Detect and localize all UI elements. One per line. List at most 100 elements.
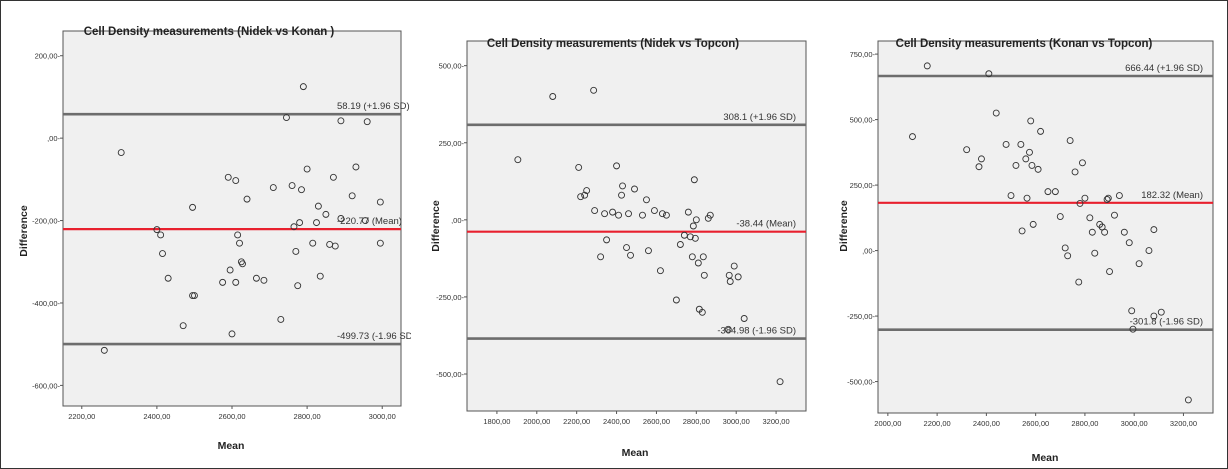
data-point: [1129, 325, 1137, 333]
data-point: [650, 207, 658, 215]
y-tick-label: -200,00-: [32, 217, 60, 226]
data-point: [1111, 211, 1118, 219]
data-point: [1106, 268, 1113, 275]
x-tick-label: 2400,00: [143, 412, 170, 421]
data-point: [189, 203, 197, 211]
data-point: [1061, 244, 1069, 252]
x-tick-label: 2000,00: [874, 419, 901, 428]
x-tick-label: 2200,00: [68, 412, 95, 421]
y-tick-label: 250,00-: [850, 181, 876, 190]
data-point: [299, 83, 307, 91]
data-point: [1064, 252, 1072, 260]
data-point: [1066, 137, 1074, 144]
y-tick-label: 500,00-: [850, 116, 876, 125]
upper-limit-label: 308.1 (+1.96 SD): [723, 112, 796, 123]
lower-limit-label: -384.98 (-1.96 SD): [717, 326, 796, 337]
data-point: [232, 278, 240, 286]
data-point: [1028, 161, 1036, 169]
data-point: [309, 239, 317, 247]
chart-nidek-vs-topcon: Cell Density measurements (Nidek vs Topc…: [430, 38, 807, 459]
data-point: [700, 271, 708, 279]
x-tick-label: 2200,00: [563, 417, 590, 426]
chart-nidek-vs-konan: Cell Density measurements (Nidek vs Kona…: [18, 26, 411, 452]
data-point: [296, 219, 304, 227]
mean-label: 182.32 (Mean): [1141, 190, 1203, 201]
data-point: [243, 195, 251, 203]
data-point: [590, 86, 598, 94]
data-point: [159, 250, 166, 257]
data-point: [376, 239, 384, 247]
data-point: [575, 163, 583, 171]
x-tick-label: 3200,00: [1170, 419, 1197, 428]
chart-konan-vs-topcon: Cell Density measurements (Konan vs Topc…: [838, 38, 1214, 464]
data-point: [631, 185, 638, 193]
data-point: [1150, 312, 1158, 320]
x-tick-label: 2600,00: [643, 417, 670, 426]
mean-label: -220.77 (Mean): [337, 216, 402, 227]
data-point: [294, 282, 302, 290]
data-point: [514, 156, 522, 164]
data-point: [740, 315, 748, 322]
x-tick-label: 2400,00: [603, 417, 630, 426]
data-point: [625, 210, 632, 218]
data-point: [643, 196, 650, 204]
data-point: [288, 182, 296, 189]
data-point: [1037, 127, 1045, 135]
data-point: [313, 219, 320, 227]
data-point: [597, 253, 605, 261]
y-tick-label: -250,00-: [436, 293, 464, 302]
chart-panel-nidek-vs-topcon: Cell Density measurements (Nidek vs Topc…: [411, 1, 819, 468]
x-tick-label: 2800,00: [1071, 419, 1098, 428]
y-tick-label: 250,00-: [439, 139, 465, 148]
chart-title: Cell Density measurements (Nidek vs Topc…: [487, 38, 739, 50]
data-point: [100, 346, 108, 354]
data-point: [609, 208, 617, 216]
upper-limit-label: 666.44 (+1.96 SD): [1125, 63, 1203, 74]
data-point: [1007, 192, 1015, 200]
data-point: [692, 216, 700, 224]
data-point: [724, 325, 732, 333]
chart-title: Cell Density measurements (Nidek vs Kona…: [84, 26, 335, 38]
data-point: [314, 202, 322, 210]
data-point: [1104, 194, 1112, 202]
data-point: [1157, 308, 1165, 316]
data-point: [627, 251, 634, 259]
x-tick-label: 2200,00: [924, 419, 951, 428]
data-point: [1051, 188, 1059, 196]
y-tick-label: 500,00-: [439, 62, 465, 71]
data-point: [234, 231, 242, 239]
plot-area: [466, 40, 807, 412]
data-point: [269, 184, 277, 192]
x-axis-label: Mean: [218, 440, 245, 452]
data-point: [1012, 161, 1020, 169]
x-tick-label: 3000,00: [723, 417, 750, 426]
data-point: [690, 176, 698, 184]
data-point: [298, 186, 305, 194]
data-point: [581, 191, 589, 199]
y-tick-label: -250,00-: [847, 312, 875, 321]
data-point: [1026, 148, 1033, 156]
data-point: [1150, 226, 1158, 234]
data-point: [1120, 228, 1128, 236]
x-tick-label: 2600,00: [1022, 419, 1049, 428]
data-point: [1034, 165, 1042, 173]
x-tick-label: 2800,00: [294, 412, 321, 421]
data-point: [1103, 196, 1111, 203]
data-point: [1017, 141, 1025, 148]
data-point: [1071, 168, 1079, 176]
data-point: [361, 217, 369, 225]
data-point: [1002, 141, 1010, 148]
data-point: [153, 226, 161, 234]
data-point: [164, 274, 172, 282]
x-axis-label: Mean: [622, 447, 649, 459]
lower-limit-label: -499.73 (-1.96 SD): [337, 331, 411, 342]
lower-limit-label: -301.8 (-1.96 SD): [1130, 317, 1203, 328]
data-point: [1128, 307, 1136, 315]
data-point: [1029, 220, 1037, 228]
data-point: [583, 187, 591, 194]
data-point: [376, 198, 384, 206]
x-tick-label: 3000,00: [1121, 419, 1148, 428]
x-tick-label: 2400,00: [973, 419, 1000, 428]
data-point: [363, 118, 371, 126]
